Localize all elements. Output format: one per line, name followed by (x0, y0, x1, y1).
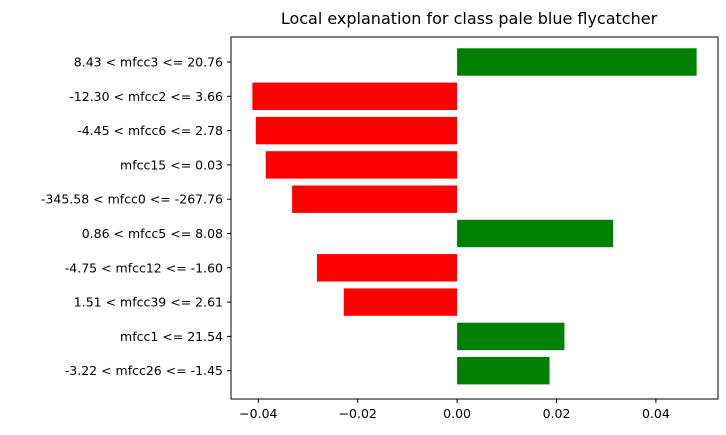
y-tick-label: mfcc15 <= 0.03 (120, 157, 223, 172)
y-tick-label: 0.86 < mfcc5 <= 8.08 (82, 226, 223, 241)
bar-7 (343, 288, 458, 316)
x-tick-label: 0.04 (642, 406, 670, 421)
y-tick-label: -3.22 < mfcc26 <= -1.45 (65, 363, 223, 378)
bar-8 (457, 322, 565, 351)
y-tick-label: -12.30 < mfcc2 <= 3.66 (69, 89, 223, 104)
y-tick-label: -4.75 < mfcc12 <= -1.60 (65, 260, 223, 275)
y-tick-label: -4.45 < mfcc6 <= 2.78 (77, 123, 223, 138)
bar-0 (457, 48, 697, 76)
bar-5 (457, 219, 614, 248)
y-tick-label: mfcc1 <= 21.54 (120, 329, 223, 344)
bar-9 (457, 357, 550, 385)
x-tick-label: 0.00 (443, 406, 471, 421)
y-tick-label: 8.43 < mfcc3 <= 20.76 (74, 55, 223, 70)
bars-group (252, 48, 697, 385)
y-tick-label: -345.58 < mfcc0 <= -267.76 (41, 192, 223, 207)
bar-4 (292, 185, 458, 213)
x-tick-label: −0.02 (339, 406, 377, 421)
bar-2 (255, 116, 458, 145)
plot-frame (230, 36, 719, 400)
bar-1 (252, 82, 458, 110)
bar-6 (316, 254, 458, 282)
x-tick-label: 0.02 (543, 406, 571, 421)
x-axis-ticks: −0.04 −0.02 0.00 0.02 0.04 (239, 399, 670, 421)
x-tick-label: −0.04 (239, 406, 277, 421)
y-tick-label: 1.51 < mfcc39 <= 2.61 (74, 295, 223, 310)
y-axis-ticks: 8.43 < mfcc3 <= 20.76 -12.30 < mfcc2 <= 3… (41, 55, 231, 378)
chart-title: Local explanation for class pale blue fl… (281, 9, 658, 28)
bar-3 (265, 151, 458, 179)
